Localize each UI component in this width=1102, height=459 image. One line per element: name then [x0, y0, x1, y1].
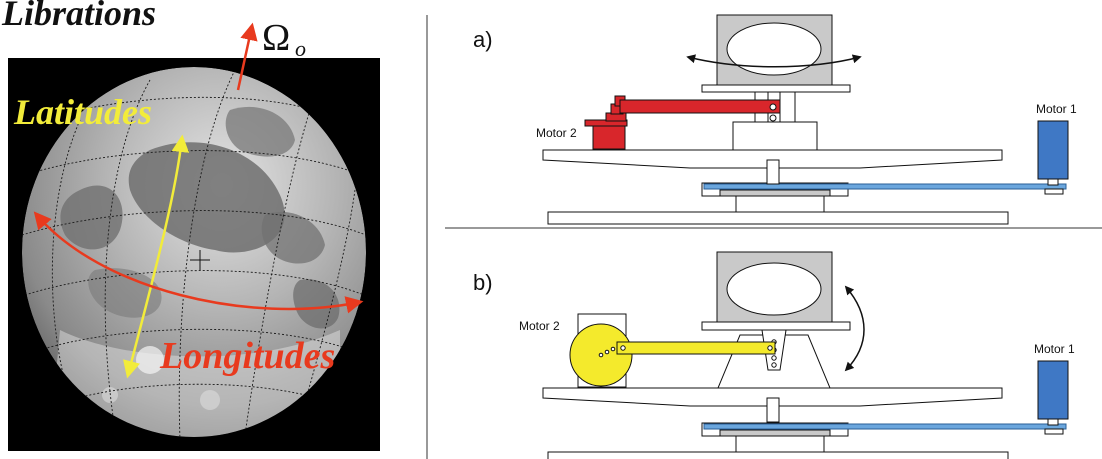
omega-symbol: Ω: [262, 17, 290, 59]
drive-arm-b: [616, 341, 776, 355]
longitudes-label: Longitudes: [159, 335, 335, 377]
lens-b: [726, 262, 822, 316]
turntable-a: [542, 149, 1003, 169]
latitudes-label: Latitudes: [13, 92, 152, 132]
drive-belt-b: [703, 423, 1067, 430]
omega-subscript: o: [295, 36, 306, 61]
diagram-a-label: a): [473, 27, 493, 52]
diagram-a: a) Motor 1: [473, 14, 1077, 225]
motor-1-a: [1037, 120, 1069, 180]
rotation-axis-arrow: [236, 22, 258, 91]
base-plate-b: [547, 451, 1009, 459]
librations-title: Librations: [2, 0, 157, 33]
turntable-b: [542, 387, 1003, 407]
tilt-arrow-b: [844, 285, 865, 372]
motor-2-label-b: Motor 2: [519, 319, 560, 333]
longitudes-arrow: [33, 211, 364, 314]
diagram-b: b) Motor 1: [473, 251, 1075, 459]
motor-2-a: [592, 124, 626, 150]
motor-1-b: [1037, 360, 1069, 420]
motor-2-label-a: Motor 2: [536, 126, 577, 140]
motor-1-label-a: Motor 1: [1036, 102, 1077, 116]
drive-arm-a: [619, 99, 781, 114]
moon-panel: Ω o Latitudes Longitudes: [8, 17, 380, 451]
motor-1-label-b: Motor 1: [1034, 342, 1075, 356]
base-plate-a: [547, 211, 1009, 225]
rotation-arrow-a: [686, 54, 862, 68]
diagram-b-label: b): [473, 270, 493, 295]
drive-belt-a: [703, 183, 1067, 190]
